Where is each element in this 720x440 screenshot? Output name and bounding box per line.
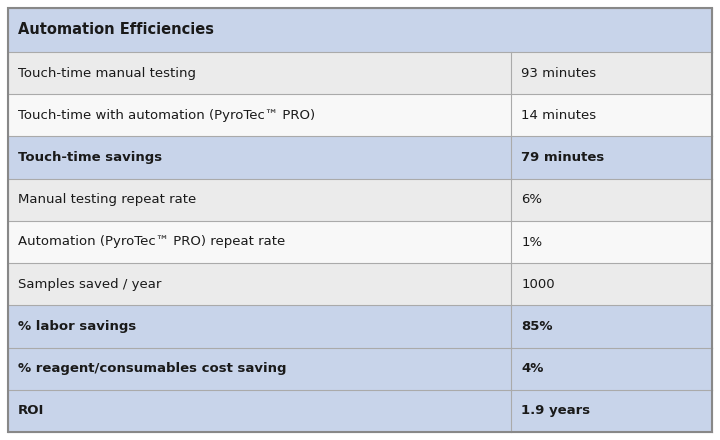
Text: Samples saved / year: Samples saved / year [18,278,161,291]
Bar [8,221,511,263]
Text: 93 minutes: 93 minutes [521,66,596,80]
Text: % reagent/consumables cost saving: % reagent/consumables cost saving [18,362,287,375]
Text: 14 minutes: 14 minutes [521,109,596,122]
Text: Touch-time manual testing: Touch-time manual testing [18,66,196,80]
Text: Manual testing repeat rate: Manual testing repeat rate [18,193,197,206]
Bar [511,179,712,221]
Bar [8,179,511,221]
Text: ROI: ROI [18,404,45,418]
Bar [8,52,511,94]
Bar [511,348,712,390]
Text: % labor savings: % labor savings [18,320,136,333]
Bar [511,221,712,263]
Text: 1.9 years: 1.9 years [521,404,590,418]
Text: 1000: 1000 [521,278,555,291]
Bar [8,8,712,52]
Text: Touch-time with automation (PyroTec™ PRO): Touch-time with automation (PyroTec™ PRO… [18,109,315,122]
Text: 1%: 1% [521,235,542,249]
Bar [8,136,511,179]
Bar [511,390,712,432]
Bar [511,94,712,136]
Text: Automation Efficiencies: Automation Efficiencies [18,22,214,37]
Text: Automation (PyroTec™ PRO) repeat rate: Automation (PyroTec™ PRO) repeat rate [18,235,285,249]
Bar [8,348,511,390]
Text: 6%: 6% [521,193,542,206]
Text: Touch-time savings: Touch-time savings [18,151,162,164]
Bar [8,390,511,432]
Bar [511,263,712,305]
Text: 85%: 85% [521,320,553,333]
Bar [8,263,511,305]
Bar [511,305,712,348]
Text: 4%: 4% [521,362,544,375]
Text: 79 minutes: 79 minutes [521,151,605,164]
Bar [511,136,712,179]
Bar [8,94,511,136]
Bar [8,305,511,348]
Bar [511,52,712,94]
